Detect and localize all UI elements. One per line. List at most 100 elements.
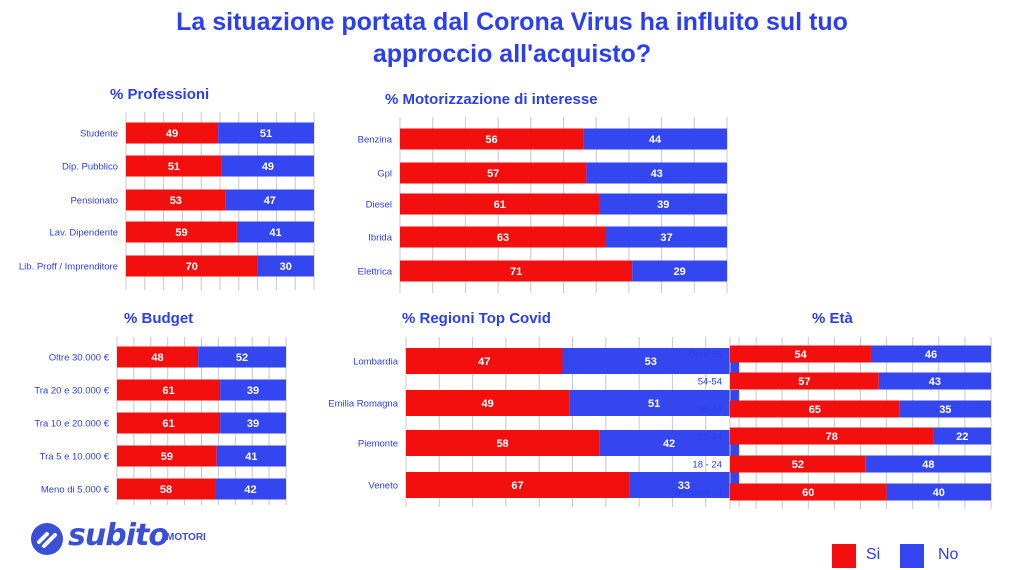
bar-si [406, 472, 630, 498]
category-label: Piemonte [358, 439, 398, 450]
chart-title-regioni: % Regioni Top Covid [402, 310, 551, 327]
bar-no [216, 445, 286, 467]
category-label: 54-54 [698, 377, 722, 388]
bar-no [878, 372, 991, 390]
bar-si [126, 155, 222, 177]
bar-no [606, 226, 727, 248]
bar-no [218, 122, 314, 144]
main-title-line1: La situazione portata dal Corona Virus h… [176, 8, 848, 36]
category-label: Tra 10 e 20.000 € [34, 419, 109, 430]
bar-si [730, 345, 871, 363]
value-label-no: 51 [648, 398, 660, 410]
subito-logo: subito MOTORI [30, 518, 220, 556]
bar-no [583, 128, 727, 150]
chart-title-eta: % Età [812, 310, 853, 327]
value-label-no: 49 [262, 161, 274, 173]
value-label-si: 57 [798, 376, 810, 388]
value-label-si: 57 [487, 168, 499, 180]
bar-si [126, 255, 258, 277]
value-label-si: 59 [161, 451, 173, 463]
category-label: Diesel [366, 200, 392, 211]
value-label-no: 53 [645, 356, 657, 368]
value-label-si: 71 [510, 266, 522, 278]
value-label-no: 42 [663, 438, 675, 450]
value-label-si: 60 [802, 487, 814, 499]
value-label-si: 65 [809, 404, 821, 416]
category-label: Meno di 5.000 € [41, 485, 110, 496]
bar-no [562, 348, 739, 374]
bar-si [400, 162, 587, 184]
value-label-si: 78 [826, 431, 838, 443]
bar-si [117, 445, 217, 467]
subito-logo-icon [31, 523, 63, 555]
value-label-si: 48 [151, 352, 163, 364]
legend-label-si: Si [866, 546, 881, 563]
value-label-no: 40 [933, 487, 945, 499]
value-label-si: 63 [497, 232, 509, 244]
bar-si [406, 430, 600, 456]
bar-si [400, 226, 607, 248]
value-label-no: 42 [244, 484, 256, 496]
category-label: 18 - 24 [692, 460, 722, 471]
bar-no [257, 255, 314, 277]
value-label-si: 47 [478, 356, 490, 368]
value-label-no: 46 [925, 349, 937, 361]
value-label-no: 39 [657, 199, 669, 211]
value-label-si: 51 [168, 161, 180, 173]
bar-no [236, 221, 314, 243]
legend-swatch-no [900, 544, 924, 568]
category-label: Pensionato [70, 196, 118, 207]
value-label-si: 54 [794, 349, 807, 361]
bar-no [632, 260, 727, 282]
bar-no [899, 400, 991, 418]
value-label-si: 53 [170, 195, 182, 207]
category-label: Lib. Proff / Imprenditore [19, 262, 118, 273]
bar-si [730, 400, 900, 418]
value-label-si: 56 [485, 134, 497, 146]
category-label: 35-44 [698, 405, 722, 416]
value-label-si: 49 [481, 398, 493, 410]
chart-motorizzazione: Benzina 56 44 Gpl 57 43 Diesel 61 39 Ibrida 63 37 El… [358, 117, 728, 293]
value-label-no: 52 [236, 352, 248, 364]
main-title-line2: approccio all'acquisto? [372, 40, 652, 68]
bar-no [225, 189, 314, 211]
value-label-no: 43 [651, 168, 663, 180]
chart-regioni: Lombardia 47 53 Emilia Romagna 49 51 Piemonte 5… [328, 337, 740, 507]
value-label-no: 39 [247, 385, 259, 397]
category-label: Ibrida [368, 233, 392, 244]
category-label: Oltre 30.000 € [49, 353, 110, 364]
bar-no [933, 427, 991, 445]
value-label-si: 61 [162, 385, 174, 397]
logo-sub-text: MOTORI [166, 532, 206, 543]
category-label: Dip. Pubblico [62, 162, 118, 173]
legend: Si No [832, 544, 1022, 570]
bar-si [117, 346, 199, 368]
value-label-no: 35 [939, 404, 951, 416]
chart-eta: Oltre 55 54 46 54-54 57 43 35-44 65 35 25-34 78 22 1… [675, 337, 992, 509]
bar-si [117, 478, 216, 500]
chart-professioni: Studente 49 51 Dip. Pubblico 51 49 Pensionato 5… [19, 112, 315, 290]
category-label: 25-34 [698, 432, 722, 443]
value-label-si: 67 [511, 480, 523, 492]
bar-si [126, 189, 226, 211]
bar-si [406, 390, 570, 416]
main-title: La situazione portata dal Corona Virus h… [0, 6, 1024, 70]
value-label-no: 41 [269, 227, 281, 239]
bar-si [730, 427, 934, 445]
bar-no [220, 379, 286, 401]
category-label: Lombardia [353, 357, 399, 368]
value-label-no: 44 [649, 134, 662, 146]
value-label-no: 33 [678, 480, 690, 492]
category-label: Studente [80, 129, 118, 140]
value-label-no: 41 [245, 451, 257, 463]
legend-swatch-si [832, 544, 856, 568]
category-label: Meno di 18 [675, 488, 722, 499]
bar-si [126, 122, 219, 144]
value-label-no: 22 [956, 431, 968, 443]
bar-si [730, 483, 887, 501]
chart-title-motorizzazione: % Motorizzazione di interesse [385, 91, 598, 108]
bar-si [400, 128, 584, 150]
bar-si [400, 193, 600, 215]
value-label-si: 58 [496, 438, 508, 450]
chart-title-budget: % Budget [124, 310, 194, 327]
